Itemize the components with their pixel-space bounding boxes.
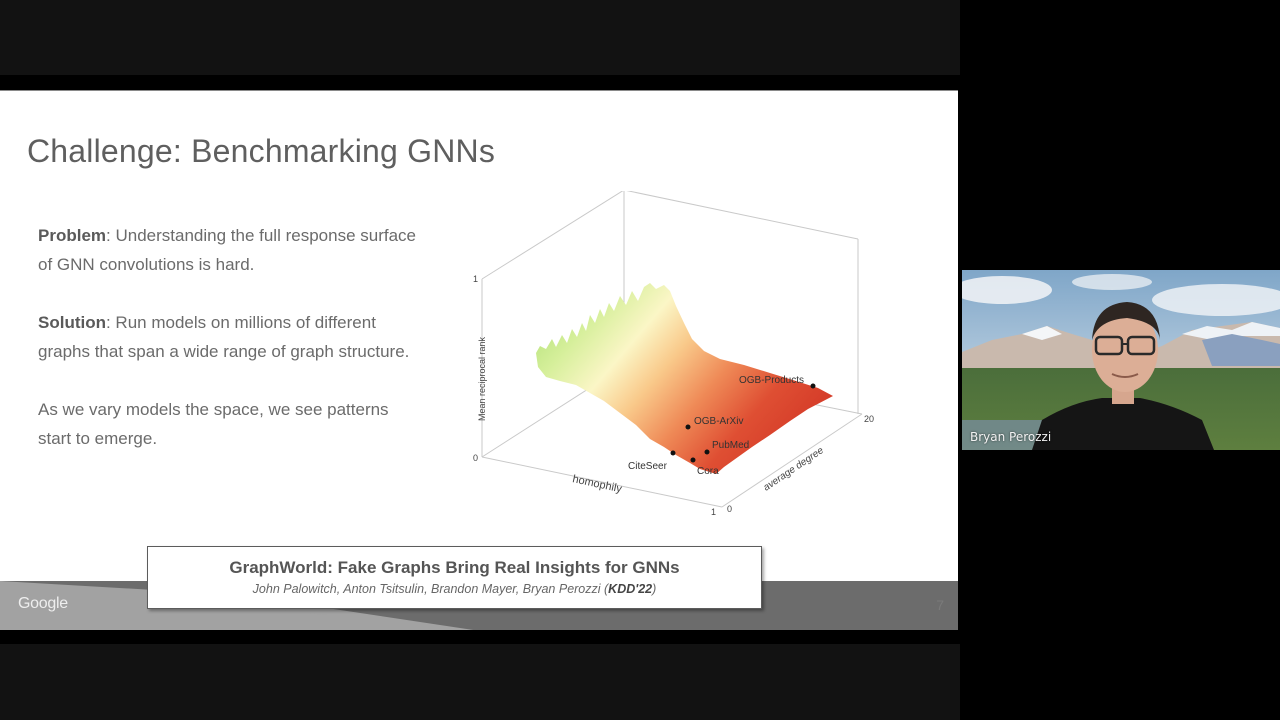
slide-body: Problem: Understanding the full response… bbox=[38, 221, 418, 482]
citation-close: ) bbox=[652, 582, 657, 596]
google-logo: Google bbox=[18, 595, 68, 612]
citation-box: GraphWorld: Fake Graphs Bring Real Insig… bbox=[147, 546, 762, 609]
stage-top-bar bbox=[0, 0, 960, 75]
slide-page-number: 7 bbox=[936, 597, 944, 613]
problem-text: : Understanding the full response surfac… bbox=[38, 226, 416, 274]
citation-venue: KDD'22 bbox=[608, 582, 653, 596]
y-tick-0: 0 bbox=[727, 504, 732, 514]
y-axis-label: average degree bbox=[762, 445, 827, 494]
citation-authors: John Palowitch, Anton Tsitsulin, Brandon… bbox=[148, 582, 761, 596]
citation-author-list: John Palowitch, Anton Tsitsulin, Brandon… bbox=[252, 582, 609, 596]
citation-title: GraphWorld: Fake Graphs Bring Real Insig… bbox=[229, 558, 680, 577]
point-citeseer bbox=[670, 450, 676, 456]
solution-paragraph: Solution: Run models on millions of diff… bbox=[38, 308, 418, 366]
problem-paragraph: Problem: Understanding the full response… bbox=[38, 221, 418, 279]
label-ogb-arxiv: OGB-ArXiv bbox=[694, 416, 743, 427]
solution-text: : Run models on millions of different gr… bbox=[38, 313, 410, 361]
point-pubmed bbox=[704, 449, 710, 455]
y-tick-20: 20 bbox=[864, 414, 874, 424]
video-feed bbox=[962, 270, 1280, 450]
observation-paragraph: As we vary models the space, we see patt… bbox=[38, 400, 389, 448]
solution-label: Solution bbox=[38, 313, 106, 332]
presentation-slide: Challenge: Benchmarking GNNs Problem: Un… bbox=[0, 90, 958, 630]
surface bbox=[536, 283, 833, 474]
point-ogb-arxiv bbox=[685, 424, 691, 430]
label-cora: Cora bbox=[697, 466, 719, 477]
point-cora bbox=[690, 457, 696, 463]
participant-video-tile[interactable]: Bryan Perozzi bbox=[962, 270, 1280, 450]
x-tick-1: 1 bbox=[711, 507, 716, 517]
label-pubmed: PubMed bbox=[712, 440, 749, 451]
participant-name-label: Bryan Perozzi bbox=[970, 430, 1052, 444]
x-axis-label: homophily bbox=[571, 473, 623, 495]
z-tick-1: 1 bbox=[473, 274, 478, 284]
slide-title: Challenge: Benchmarking GNNs bbox=[27, 133, 496, 169]
z-tick-0: 0 bbox=[473, 453, 478, 463]
label-citeseer: CiteSeer bbox=[628, 461, 668, 472]
point-ogb-products bbox=[810, 383, 816, 389]
response-surface-chart: OGB-Products OGB-ArXiv PubMed CiteSeer C… bbox=[460, 189, 900, 541]
label-ogb-products: OGB-Products bbox=[739, 375, 804, 386]
z-axis-label: Mean reciprocal rank bbox=[477, 336, 487, 421]
dataset-points bbox=[670, 383, 816, 463]
problem-label: Problem bbox=[38, 226, 107, 245]
stage-bottom-bar bbox=[0, 644, 960, 720]
